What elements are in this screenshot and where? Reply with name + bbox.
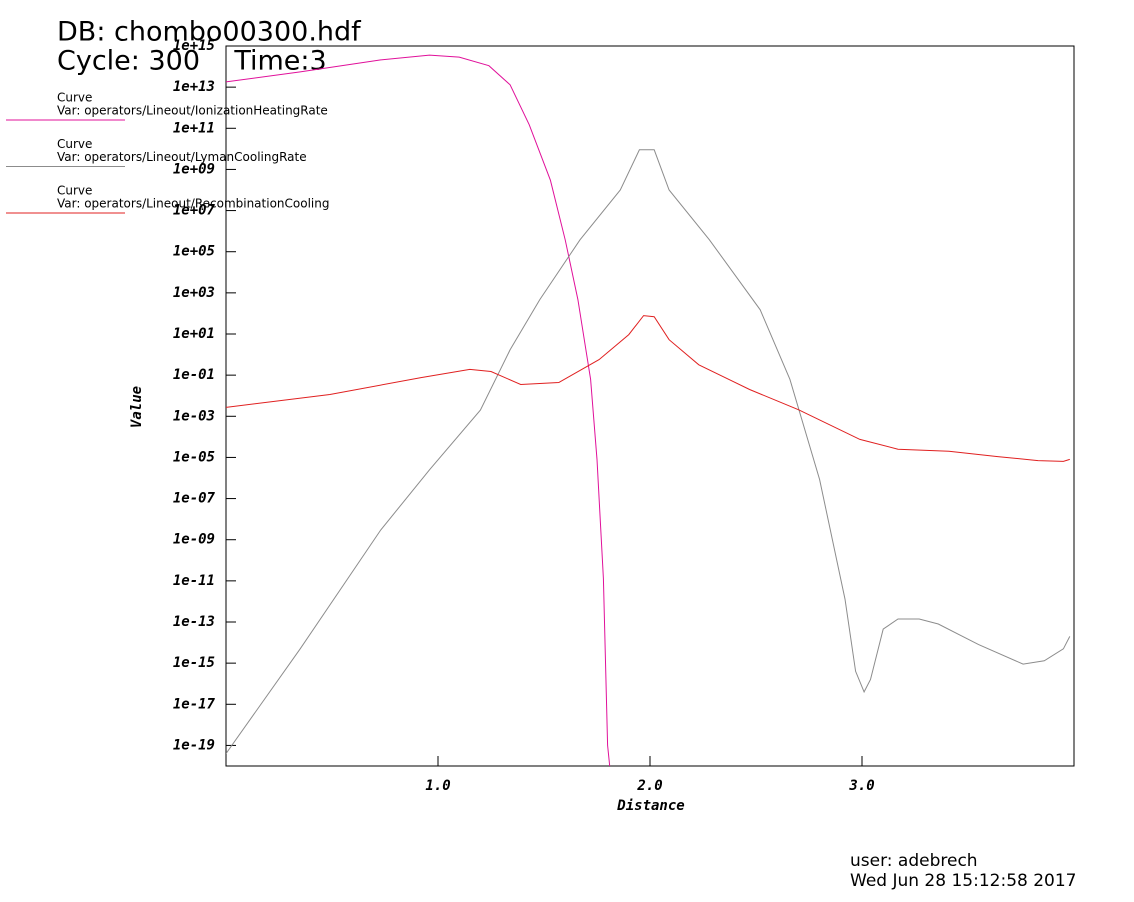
y-tick-label: 1e-13 (173, 614, 215, 630)
legend-label: Var: operators/Lineout/LymanCoolingRate (57, 150, 307, 164)
y-tick-label: 1e-19 (173, 737, 215, 753)
y-tick-label: 1e-07 (173, 491, 216, 507)
y-tick-label: 1e-09 (173, 532, 215, 548)
y-tick-label: 1e-03 (173, 408, 215, 424)
user-label: user: adebrech (850, 851, 978, 871)
x-axis-label: Distance (616, 798, 684, 814)
legend-heading: Curve (57, 91, 92, 105)
date-label: Wed Jun 28 15:12:58 2017 (850, 871, 1077, 891)
series-line (226, 315, 1070, 462)
x-tick-label: 2.0 (636, 778, 662, 794)
y-tick-label: 1e-17 (173, 696, 216, 712)
y-tick-label: 1e+01 (173, 326, 215, 342)
y-tick-label: 1e+07 (173, 203, 216, 219)
x-tick-label: 1.0 (425, 778, 450, 794)
series-line (226, 149, 1071, 754)
legend-label: Var: operators/Lineout/IonizationHeating… (57, 104, 328, 118)
series-line (226, 54, 611, 766)
y-tick-label: 1e-01 (173, 367, 215, 383)
chart-title: DB: chombo00300.hdf (57, 17, 362, 48)
legend-heading: Curve (57, 184, 92, 198)
chart-subtitle: Cycle: 300 Time:3 (57, 46, 327, 77)
y-tick-label: 1e+15 (173, 38, 215, 54)
y-tick-label: 1e-15 (173, 655, 215, 671)
y-tick-label: 1e+03 (173, 285, 215, 301)
legend-heading: Curve (57, 137, 92, 151)
y-tick-label: 1e-05 (173, 449, 215, 465)
y-tick-label: 1e+11 (173, 120, 215, 136)
y-tick-label: 1e-11 (173, 573, 215, 589)
y-tick-label: 1e+13 (173, 79, 215, 95)
y-tick-label: 1e+09 (173, 161, 215, 177)
y-axis-label: Value (129, 386, 145, 428)
y-tick-label: 1e+05 (173, 244, 215, 260)
x-tick-label: 3.0 (848, 778, 874, 794)
plot-frame (225, 45, 1075, 767)
legend-label: Var: operators/Lineout/RecombinationCool… (57, 197, 329, 211)
